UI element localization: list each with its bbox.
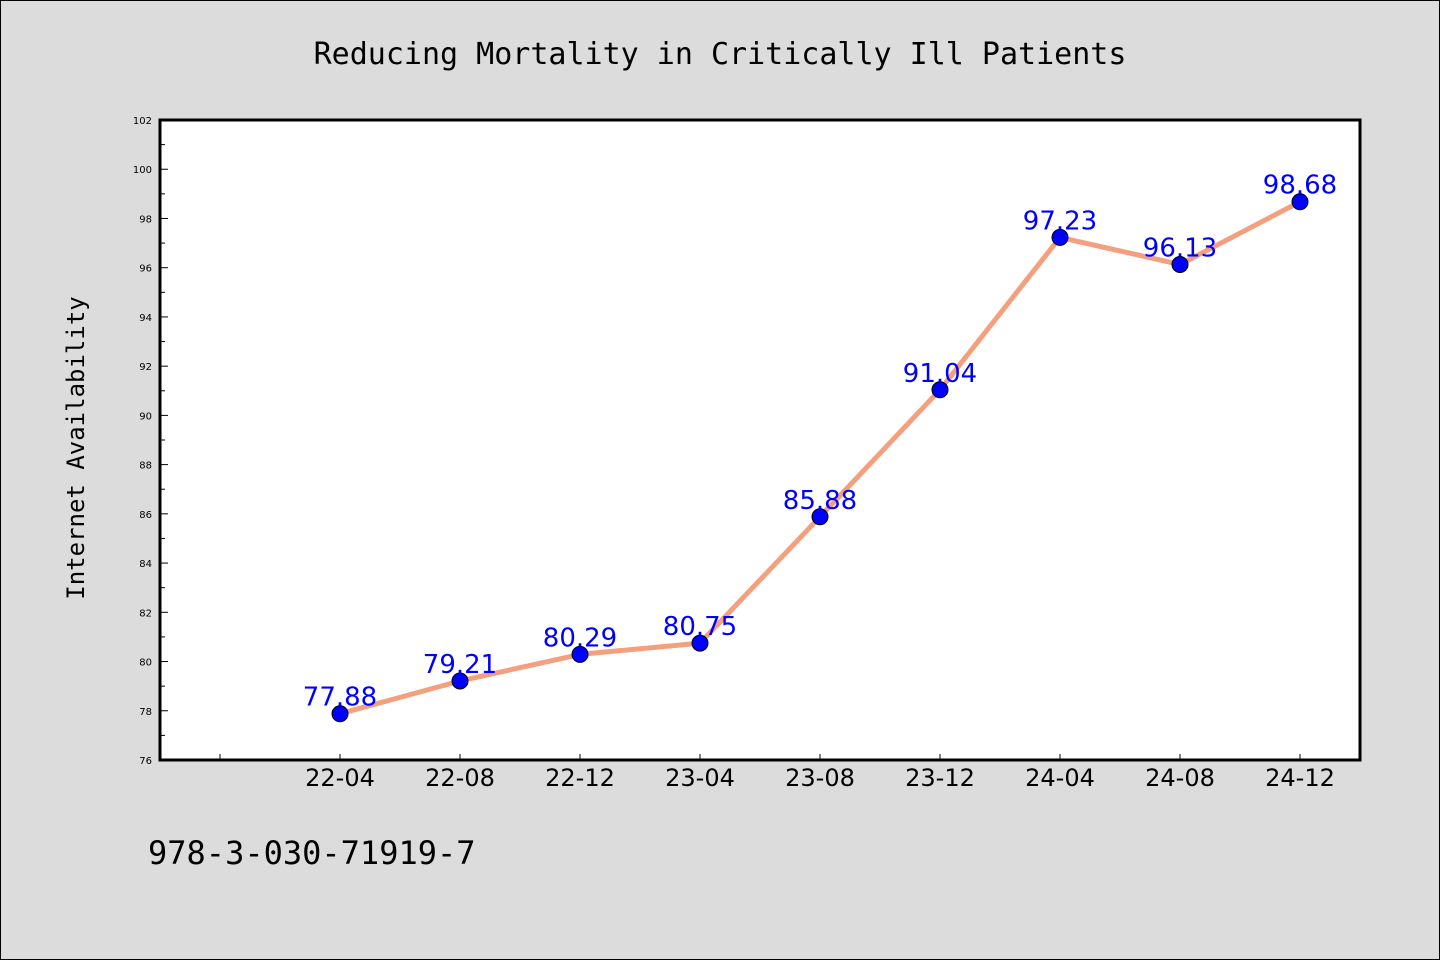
y-tick-label: 96 [139,264,152,275]
y-tick-label: 84 [139,559,152,570]
y-tick-label: 94 [139,313,152,324]
x-tick-label: 24-08 [1145,764,1215,792]
y-tick-label: 92 [139,362,152,373]
data-point [691,634,709,652]
plot-area [158,118,1362,762]
data-point [811,508,829,526]
data-point [931,381,949,399]
chart-title: Reducing Mortality in Critically Ill Pat… [314,37,1127,72]
footer-id: 978-3-030-71919-7 [148,834,476,872]
data-label: 79.21 [423,650,497,680]
x-tick-label: 23-12 [905,764,975,792]
data-labels: 77.88 79.21 80.29 80.75 85.88 91.04 97.23 96.13… [303,171,1337,713]
y-tick-label: 86 [139,510,152,521]
data-point [1051,228,1069,246]
y-tick-label: 102 [133,116,152,127]
y-tick-label: 76 [139,756,152,767]
y-tick-label: 78 [139,707,152,718]
y-tick-label: 90 [139,411,152,422]
y-axis-label: Internet Availability [62,296,90,599]
data-label: 80.75 [663,612,737,642]
y-axis: 76 78 80 82 84 86 88 90 92 94 96 98 100 102 [133,116,168,767]
data-label: 96.13 [1143,233,1217,263]
y-tick-label: 100 [133,165,152,176]
data-label: 80.29 [543,623,617,653]
x-tick-label: 22-08 [425,764,495,792]
data-label: 91.04 [903,359,977,389]
y-tick-label: 80 [139,658,152,669]
y-tick-label: 88 [139,461,152,472]
series-line-group [331,193,1309,723]
y-tick-label: 98 [139,214,152,225]
x-tick-label: 23-04 [665,764,735,792]
data-point [451,672,469,690]
data-point [571,645,589,663]
data-point [1291,193,1309,211]
x-tick-label: 22-12 [545,764,615,792]
data-label: 77.88 [303,683,377,713]
data-label: 85.88 [783,486,857,516]
data-point [1171,255,1189,273]
data-label: 98.68 [1263,171,1337,201]
x-tick-label: 24-04 [1025,764,1095,792]
x-axis: 22-04 22-08 22-12 23-04 23-08 23-12 24-04 24-08… [219,754,1335,792]
y-tick-label: 82 [139,608,152,619]
x-tick-label: 23-08 [785,764,855,792]
data-point [331,705,349,723]
data-label: 97.23 [1023,206,1097,236]
x-tick-label: 22-04 [305,764,375,792]
x-tick-label: 24-12 [1265,764,1335,792]
